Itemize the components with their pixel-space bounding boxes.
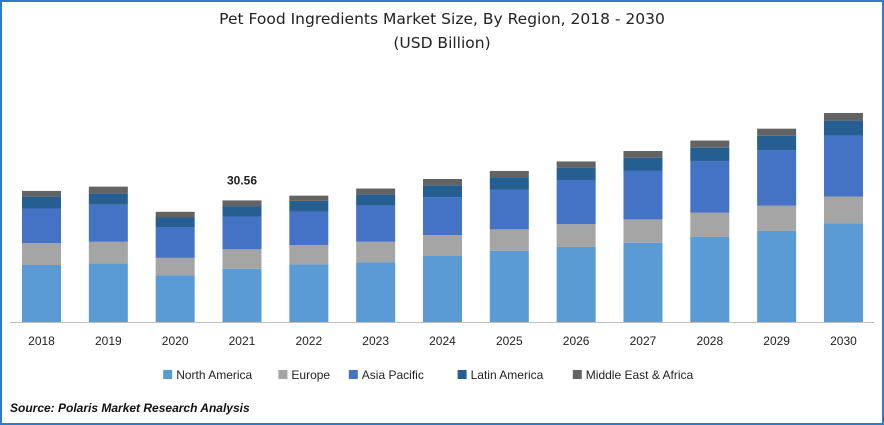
bar-segment-2020-asia-pacific [155,227,195,258]
bar-segment-2025-north-america [489,250,529,322]
chart-title: Pet Food Ingredients Market Size, By Reg… [219,10,665,28]
bar-segment-2027-latin-america [623,157,663,171]
x-tick-label: 2029 [763,334,790,348]
bar-segment-2028-asia-pacific [690,160,730,213]
bar-segment-2019-latin-america [88,193,128,205]
bar-segment-2023-asia-pacific [356,205,396,242]
bar-segment-2018-middle-east-africa [22,190,61,197]
bar-segment-2022-latin-america [289,200,329,212]
x-tick-label: 2019 [95,334,122,348]
bar-segment-2029-latin-america [757,135,797,151]
legend-swatch [163,370,173,379]
bar-segment-2027-europe [623,219,663,243]
legend-label: Asia Pacific [362,368,424,382]
x-tick-label: 2027 [630,334,657,348]
bar-segment-2030-europe [823,196,863,224]
bar-segment-2022-middle-east-africa [289,195,329,201]
bar-segment-2025-latin-america [489,177,529,190]
bar-segment-2027-middle-east-africa [623,151,663,158]
bar-segment-2022-europe [289,245,329,265]
x-tick-label: 2026 [563,334,590,348]
bar-segment-2023-europe [356,241,396,263]
bar-segment-2018-north-america [22,265,61,322]
bar-segment-2027-asia-pacific [623,170,663,220]
data-label: 30.56 [227,173,257,187]
legend-swatch [572,370,582,379]
bar-segment-2019-middle-east-africa [88,186,128,194]
bar-segment-2024-north-america [422,255,462,322]
chart-subtitle: (USD Billion) [393,34,491,52]
bar-segment-2021-asia-pacific [222,216,262,250]
bar-segment-2020-latin-america [155,217,195,227]
bar-segment-2028-north-america [690,236,730,322]
bar-segment-2026-asia-pacific [556,179,596,225]
bar-segment-2030-asia-pacific [823,135,863,197]
bar-segment-2021-latin-america [222,206,262,217]
bar-segment-2028-europe [690,212,730,237]
legend-swatch [278,370,288,379]
bar-segment-2026-north-america [556,246,596,322]
bar-segment-2024-latin-america [422,185,462,198]
legend-swatch [457,370,467,379]
x-tick-label: 2023 [362,334,389,348]
bar-segment-2029-middle-east-africa [757,128,797,136]
bar-segment-2023-middle-east-africa [356,188,396,195]
bar-segment-2025-asia-pacific [489,189,529,230]
bar-segment-2029-europe [757,205,797,231]
bar-segment-2022-north-america [289,264,329,322]
bar-segment-2030-north-america [823,223,863,322]
x-tick-label: 2025 [496,334,523,348]
bar-segment-2021-europe [222,249,262,269]
bar-segment-2020-middle-east-africa [155,211,195,218]
bar-segment-2026-middle-east-africa [556,161,596,168]
legend-label: Middle East & Africa [586,368,694,382]
bar-segment-2019-north-america [88,263,128,322]
bar-segment-2028-middle-east-africa [690,140,730,148]
source-note: Source: Polaris Market Research Analysis [10,401,250,415]
bar-segment-2020-europe [155,257,195,276]
x-tick-label: 2022 [295,334,322,348]
bar-segment-2024-asia-pacific [422,197,462,236]
x-tick-label: 2030 [830,334,857,348]
bar-segment-2026-europe [556,224,596,247]
x-tick-label: 2021 [229,334,256,348]
legend-label: Europe [291,368,330,382]
bar-segment-2023-latin-america [356,194,396,206]
bar-segment-2024-middle-east-africa [422,179,462,186]
bar-segment-2018-europe [22,243,61,265]
bar-segment-2030-middle-east-africa [823,113,863,121]
bar-segment-2021-north-america [222,268,262,322]
x-tick-label: 2020 [162,334,189,348]
x-tick-label: 2018 [28,334,55,348]
bar-segment-2030-latin-america [823,120,863,136]
bar-segment-2020-north-america [155,275,195,322]
bar-segment-2025-europe [489,229,529,251]
bar-segment-2021-middle-east-africa [222,200,262,207]
bar-segment-2022-asia-pacific [289,211,329,246]
bar-segment-2029-north-america [757,230,797,322]
bar-segment-2018-asia-pacific [22,208,61,244]
bar-segment-2023-north-america [356,262,396,322]
bar-segment-2024-europe [422,235,462,256]
x-tick-label: 2028 [696,334,723,348]
legend-swatch [348,370,358,379]
bar-segment-2027-north-america [623,242,663,322]
legend-label: Latin America [471,368,544,382]
bar-segment-2025-middle-east-africa [489,170,529,178]
x-tick-label: 2024 [429,334,456,348]
legend-label: North America [176,368,252,382]
bar-segment-2029-asia-pacific [757,150,797,206]
bar-segment-2019-europe [88,241,128,264]
bar-segment-2018-latin-america [22,196,61,209]
bar-segment-2026-latin-america [556,167,596,180]
bar-segment-2028-latin-america [690,147,730,161]
bar-segment-2019-asia-pacific [88,204,128,242]
